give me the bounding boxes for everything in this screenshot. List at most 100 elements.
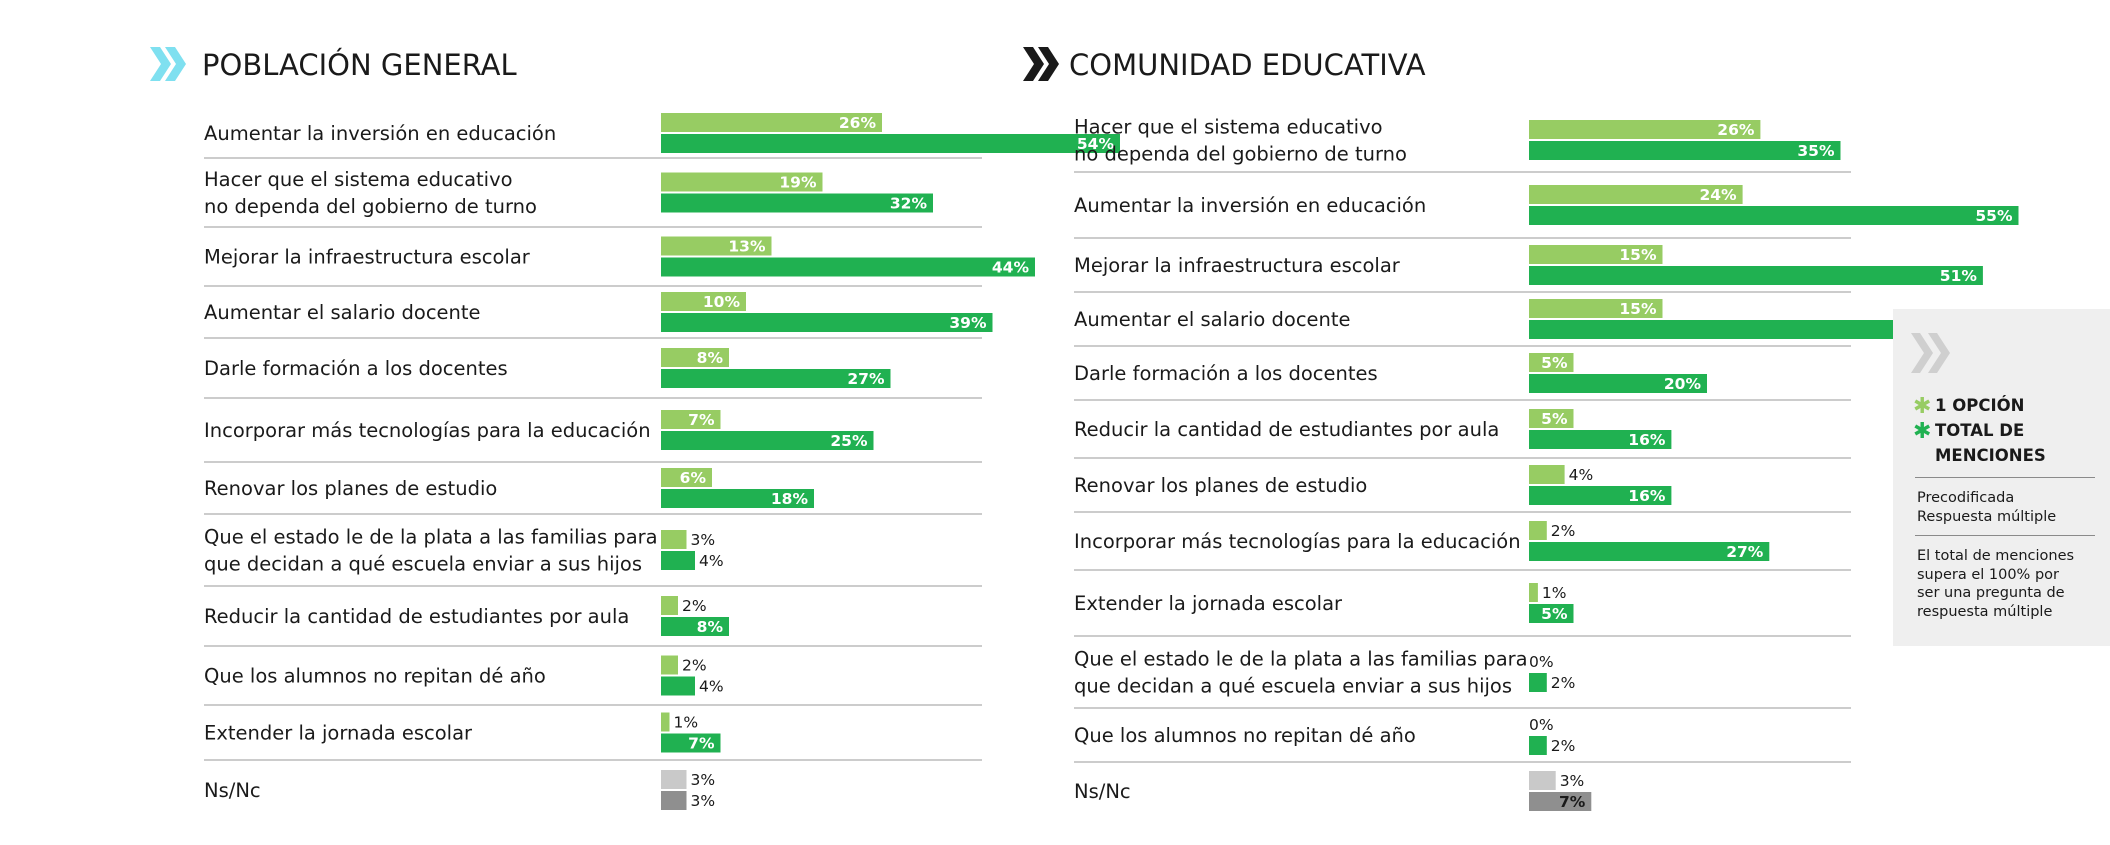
legend-note-total-line1: El total de menciones [1917, 548, 2075, 564]
category-label: Ns/Nc [1074, 780, 1131, 803]
legend-divider [1915, 477, 2095, 478]
bar-one-option [1529, 521, 1547, 540]
category-label: Que el estado le de la plata a las famil… [204, 526, 658, 549]
data-label: 3% [691, 792, 716, 810]
data-label: 25% [830, 432, 868, 450]
category-label: Incorporar más tecnologías para la educa… [1074, 530, 1521, 553]
bar-one-option [661, 596, 678, 615]
data-label: 51% [1940, 267, 1978, 285]
data-label: 3% [691, 531, 716, 549]
legend-note-method: Precodificada Respuesta múltiple [1917, 489, 2097, 526]
data-label: 26% [839, 114, 877, 132]
data-label: 1% [674, 714, 699, 732]
bar-one-option [661, 113, 882, 132]
bar-one-option [1529, 299, 1663, 318]
bar-one-option [1529, 245, 1663, 264]
legend-item-one-option: ✱ 1 OPCIÓN [1913, 393, 2085, 419]
bar-total-mentions [661, 489, 814, 508]
data-label: 32% [890, 195, 928, 213]
category-label: Hacer que el sistema educativo [1074, 116, 1383, 139]
data-label: 1% [1542, 584, 1567, 602]
data-label: 5% [1541, 354, 1568, 372]
data-label: 20% [1664, 375, 1702, 393]
bar-one-option [661, 712, 670, 732]
bar-total-mentions [1529, 141, 1841, 160]
data-label: 13% [728, 238, 766, 256]
legend-note-method-line2: Respuesta múltiple [1917, 508, 2057, 525]
bar-one-option [661, 292, 746, 311]
data-label: 10% [703, 293, 741, 311]
data-label: 5% [1541, 410, 1568, 428]
data-label: 7% [688, 735, 715, 753]
legend-note-total-line4: respuesta múltiple [1917, 603, 2053, 620]
category-label: no dependa del gobierno de turno [204, 195, 537, 218]
bar-total-mentions [1529, 673, 1547, 692]
data-label: 8% [697, 618, 724, 636]
data-label: 44% [992, 259, 1030, 277]
bar-total-mentions [661, 676, 695, 696]
asterisk-icon: ✱ [1913, 419, 1932, 444]
data-label: 2% [1551, 522, 1576, 540]
legend-note-total-line2: supera el 100% por [1917, 566, 2059, 583]
category-label: Hacer que el sistema educativo [204, 168, 513, 191]
bar-total-mentions [661, 193, 933, 213]
bar-total-mentions [1529, 320, 1957, 339]
chart-title: POBLACIÓN GENERAL [202, 48, 517, 82]
data-label: 15% [1619, 246, 1657, 264]
data-label: 2% [682, 657, 707, 675]
category-label: Incorporar más tecnologías para la educa… [204, 419, 651, 442]
category-label: Darle formación a los docentes [1074, 362, 1378, 385]
category-label: Que los alumnos no repitan dé año [1074, 724, 1416, 747]
bar-one-option [661, 530, 687, 549]
data-label: 26% [1717, 121, 1755, 139]
bar-one-option [1529, 771, 1556, 790]
bar-total-mentions [1529, 206, 2019, 225]
data-label: 4% [1569, 466, 1594, 484]
chart-title: COMUNIDAD EDUCATIVA [1069, 48, 1426, 82]
category-label: Mejorar la infraestructura escolar [1074, 254, 1401, 277]
bar-total-mentions [661, 733, 721, 753]
asterisk-icon: ✱ [1913, 394, 1932, 419]
data-label: 8% [697, 349, 724, 367]
bar-one-option [1529, 353, 1574, 372]
chevron-icon [150, 47, 171, 81]
category-label: Extender la jornada escolar [1074, 592, 1343, 615]
data-label: 18% [771, 490, 809, 508]
data-label: 16% [1628, 487, 1666, 505]
bar-total-mentions [661, 617, 729, 636]
bar-total-mentions [661, 313, 993, 332]
chevron-icon [1911, 333, 1950, 373]
chevron-icon [1023, 47, 1044, 81]
data-label: 15% [1619, 300, 1657, 318]
category-label: Que el estado le de la plata a las famil… [1074, 648, 1528, 671]
data-label: 2% [682, 597, 707, 615]
bar-one-option [661, 348, 729, 367]
bar-one-option [661, 655, 678, 675]
bar-total-mentions [661, 791, 687, 810]
bar-total-mentions [661, 257, 1035, 277]
legend-label-total-line1: TOTAL DE [1935, 421, 2025, 440]
category-label: Aumentar el salario docente [1074, 308, 1351, 331]
category-label: Renovar los planes de estudio [204, 477, 497, 500]
bar-total-mentions [1529, 266, 1983, 285]
legend-note-total: El total de menciones supera el 100% por… [1917, 547, 2097, 621]
bar-total-mentions [1529, 792, 1592, 811]
chevron-icon [1038, 47, 1059, 81]
data-label: 27% [847, 370, 885, 388]
bar-one-option [1529, 583, 1538, 602]
category-label: Renovar los planes de estudio [1074, 474, 1367, 497]
legend-divider [1915, 535, 2095, 536]
chevron-icon [165, 47, 186, 81]
category-label: Extender la jornada escolar [204, 722, 473, 745]
category-label: Reducir la cantidad de estudiantes por a… [204, 605, 629, 628]
data-label: 2% [1551, 674, 1576, 692]
data-label: 5% [1541, 605, 1568, 623]
data-label: 6% [680, 469, 707, 487]
category-label: Darle formación a los docentes [204, 357, 508, 380]
category-label: Aumentar el salario docente [204, 301, 481, 324]
data-label: 4% [699, 678, 724, 696]
category-label: Reducir la cantidad de estudiantes por a… [1074, 418, 1499, 441]
legend-label-total-line2: MENCIONES [1935, 446, 2046, 465]
legend-note-method-line1: Precodificada [1917, 490, 2015, 506]
